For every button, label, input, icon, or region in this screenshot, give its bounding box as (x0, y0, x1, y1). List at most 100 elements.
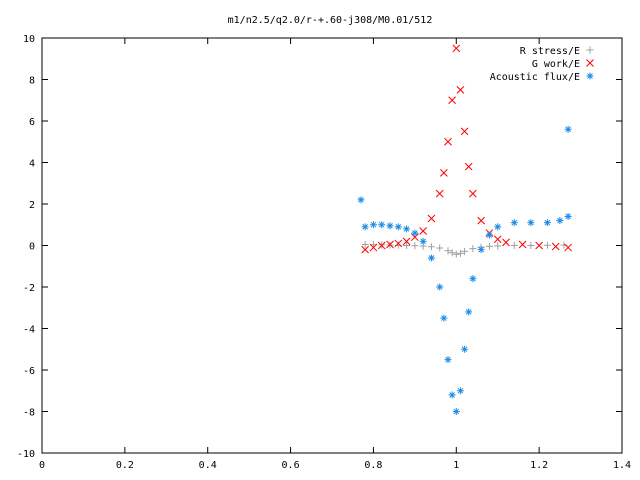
y-tick-label: -6 (23, 366, 35, 377)
data-point (543, 219, 551, 227)
data-point (411, 242, 419, 250)
data-point (452, 44, 461, 53)
data-point (527, 219, 535, 227)
data-point (461, 345, 469, 353)
data-point (551, 242, 560, 251)
data-point (386, 240, 394, 249)
y-tick-label: 10 (23, 34, 35, 45)
data-point (436, 244, 444, 252)
data-point (394, 239, 403, 248)
data-point (543, 241, 551, 249)
y-tick-label: 4 (29, 159, 35, 170)
data-point (518, 240, 527, 249)
legend-label: G work/E (532, 59, 580, 70)
data-marks (357, 44, 572, 415)
chart-title: m1/n2.5/q2.0/r-+.60-j308/M0.01/512 (228, 15, 433, 26)
data-point (477, 246, 485, 254)
data-point (564, 212, 572, 220)
y-tick-label: -4 (23, 325, 35, 336)
data-point (444, 356, 452, 364)
data-point (361, 240, 369, 248)
data-point (427, 254, 435, 262)
x-tick-label: 0 (39, 460, 45, 471)
data-point (502, 238, 510, 247)
legend-marker (586, 46, 594, 54)
data-point (444, 137, 452, 146)
data-point (469, 189, 477, 198)
data-point (448, 96, 456, 105)
x-tick-label: 0.6 (282, 460, 300, 471)
x-tick-label: 1.4 (613, 460, 631, 471)
data-point (411, 229, 419, 237)
data-point (419, 237, 427, 245)
data-point (448, 249, 456, 257)
data-point (436, 283, 444, 291)
data-point (469, 245, 477, 253)
data-point (403, 242, 411, 249)
data-point (527, 242, 535, 249)
data-point (361, 245, 369, 254)
data-point (369, 243, 378, 252)
legend-label: R stress/E (520, 46, 580, 57)
data-point (440, 314, 448, 322)
data-point (510, 242, 518, 249)
data-point (444, 247, 452, 255)
legend-marker (586, 59, 594, 67)
x-tick-label: 0.2 (116, 460, 134, 471)
data-point (452, 408, 460, 415)
plot-frame (41, 37, 623, 454)
data-point (510, 219, 518, 227)
data-point (493, 235, 502, 244)
data-point (464, 162, 473, 171)
data-point (469, 275, 477, 283)
legend-label: Acoustic flux/E (490, 72, 580, 83)
legend: R stress/E G work/E Acoustic flux/E (490, 46, 594, 83)
data-point (494, 223, 502, 231)
y-tick-label: -10 (17, 449, 35, 460)
x-tick-label: 0.4 (199, 460, 217, 471)
data-point (535, 241, 543, 250)
x-tick-label: 0.8 (364, 460, 382, 471)
data-point (361, 223, 369, 231)
data-point (477, 216, 485, 225)
y-tick-label: 8 (29, 76, 35, 87)
data-point (427, 214, 436, 223)
data-point (427, 243, 435, 251)
data-point (403, 225, 411, 233)
data-point (357, 196, 365, 204)
data-point (435, 189, 444, 198)
y-tick-label: -8 (23, 408, 35, 419)
data-point (485, 242, 493, 250)
data-point (456, 387, 464, 395)
y-tick-label: 0 (29, 242, 35, 253)
data-point (564, 125, 572, 133)
data-point (419, 227, 427, 235)
data-point (465, 308, 473, 316)
data-point (378, 221, 386, 229)
y-tick-label: 2 (29, 200, 35, 211)
axes: 0 0.2 0.4 0.6 0.8 1 1.2 1.4 -10 -8 -6 -4 -2 0 2 4 6 8 10 (17, 34, 631, 471)
data-point (448, 391, 456, 399)
data-point (460, 127, 469, 136)
data-point (485, 231, 493, 239)
x-tick-label: 1.2 (530, 460, 548, 471)
data-point (377, 241, 386, 250)
data-point (560, 241, 568, 249)
data-point (456, 249, 464, 257)
data-point (456, 86, 465, 94)
data-point (494, 242, 502, 250)
y-tick-label: 6 (29, 117, 35, 128)
y-tick-label: -2 (23, 283, 35, 294)
data-point (369, 221, 377, 229)
data-point (452, 250, 460, 258)
data-point (556, 217, 564, 225)
data-point (394, 223, 402, 231)
data-point (402, 237, 411, 246)
data-point (564, 243, 572, 252)
data-point (461, 247, 469, 255)
legend-marker (586, 72, 594, 80)
x-tick-label: 1 (453, 460, 459, 471)
data-point (440, 169, 448, 177)
data-point (386, 222, 394, 230)
